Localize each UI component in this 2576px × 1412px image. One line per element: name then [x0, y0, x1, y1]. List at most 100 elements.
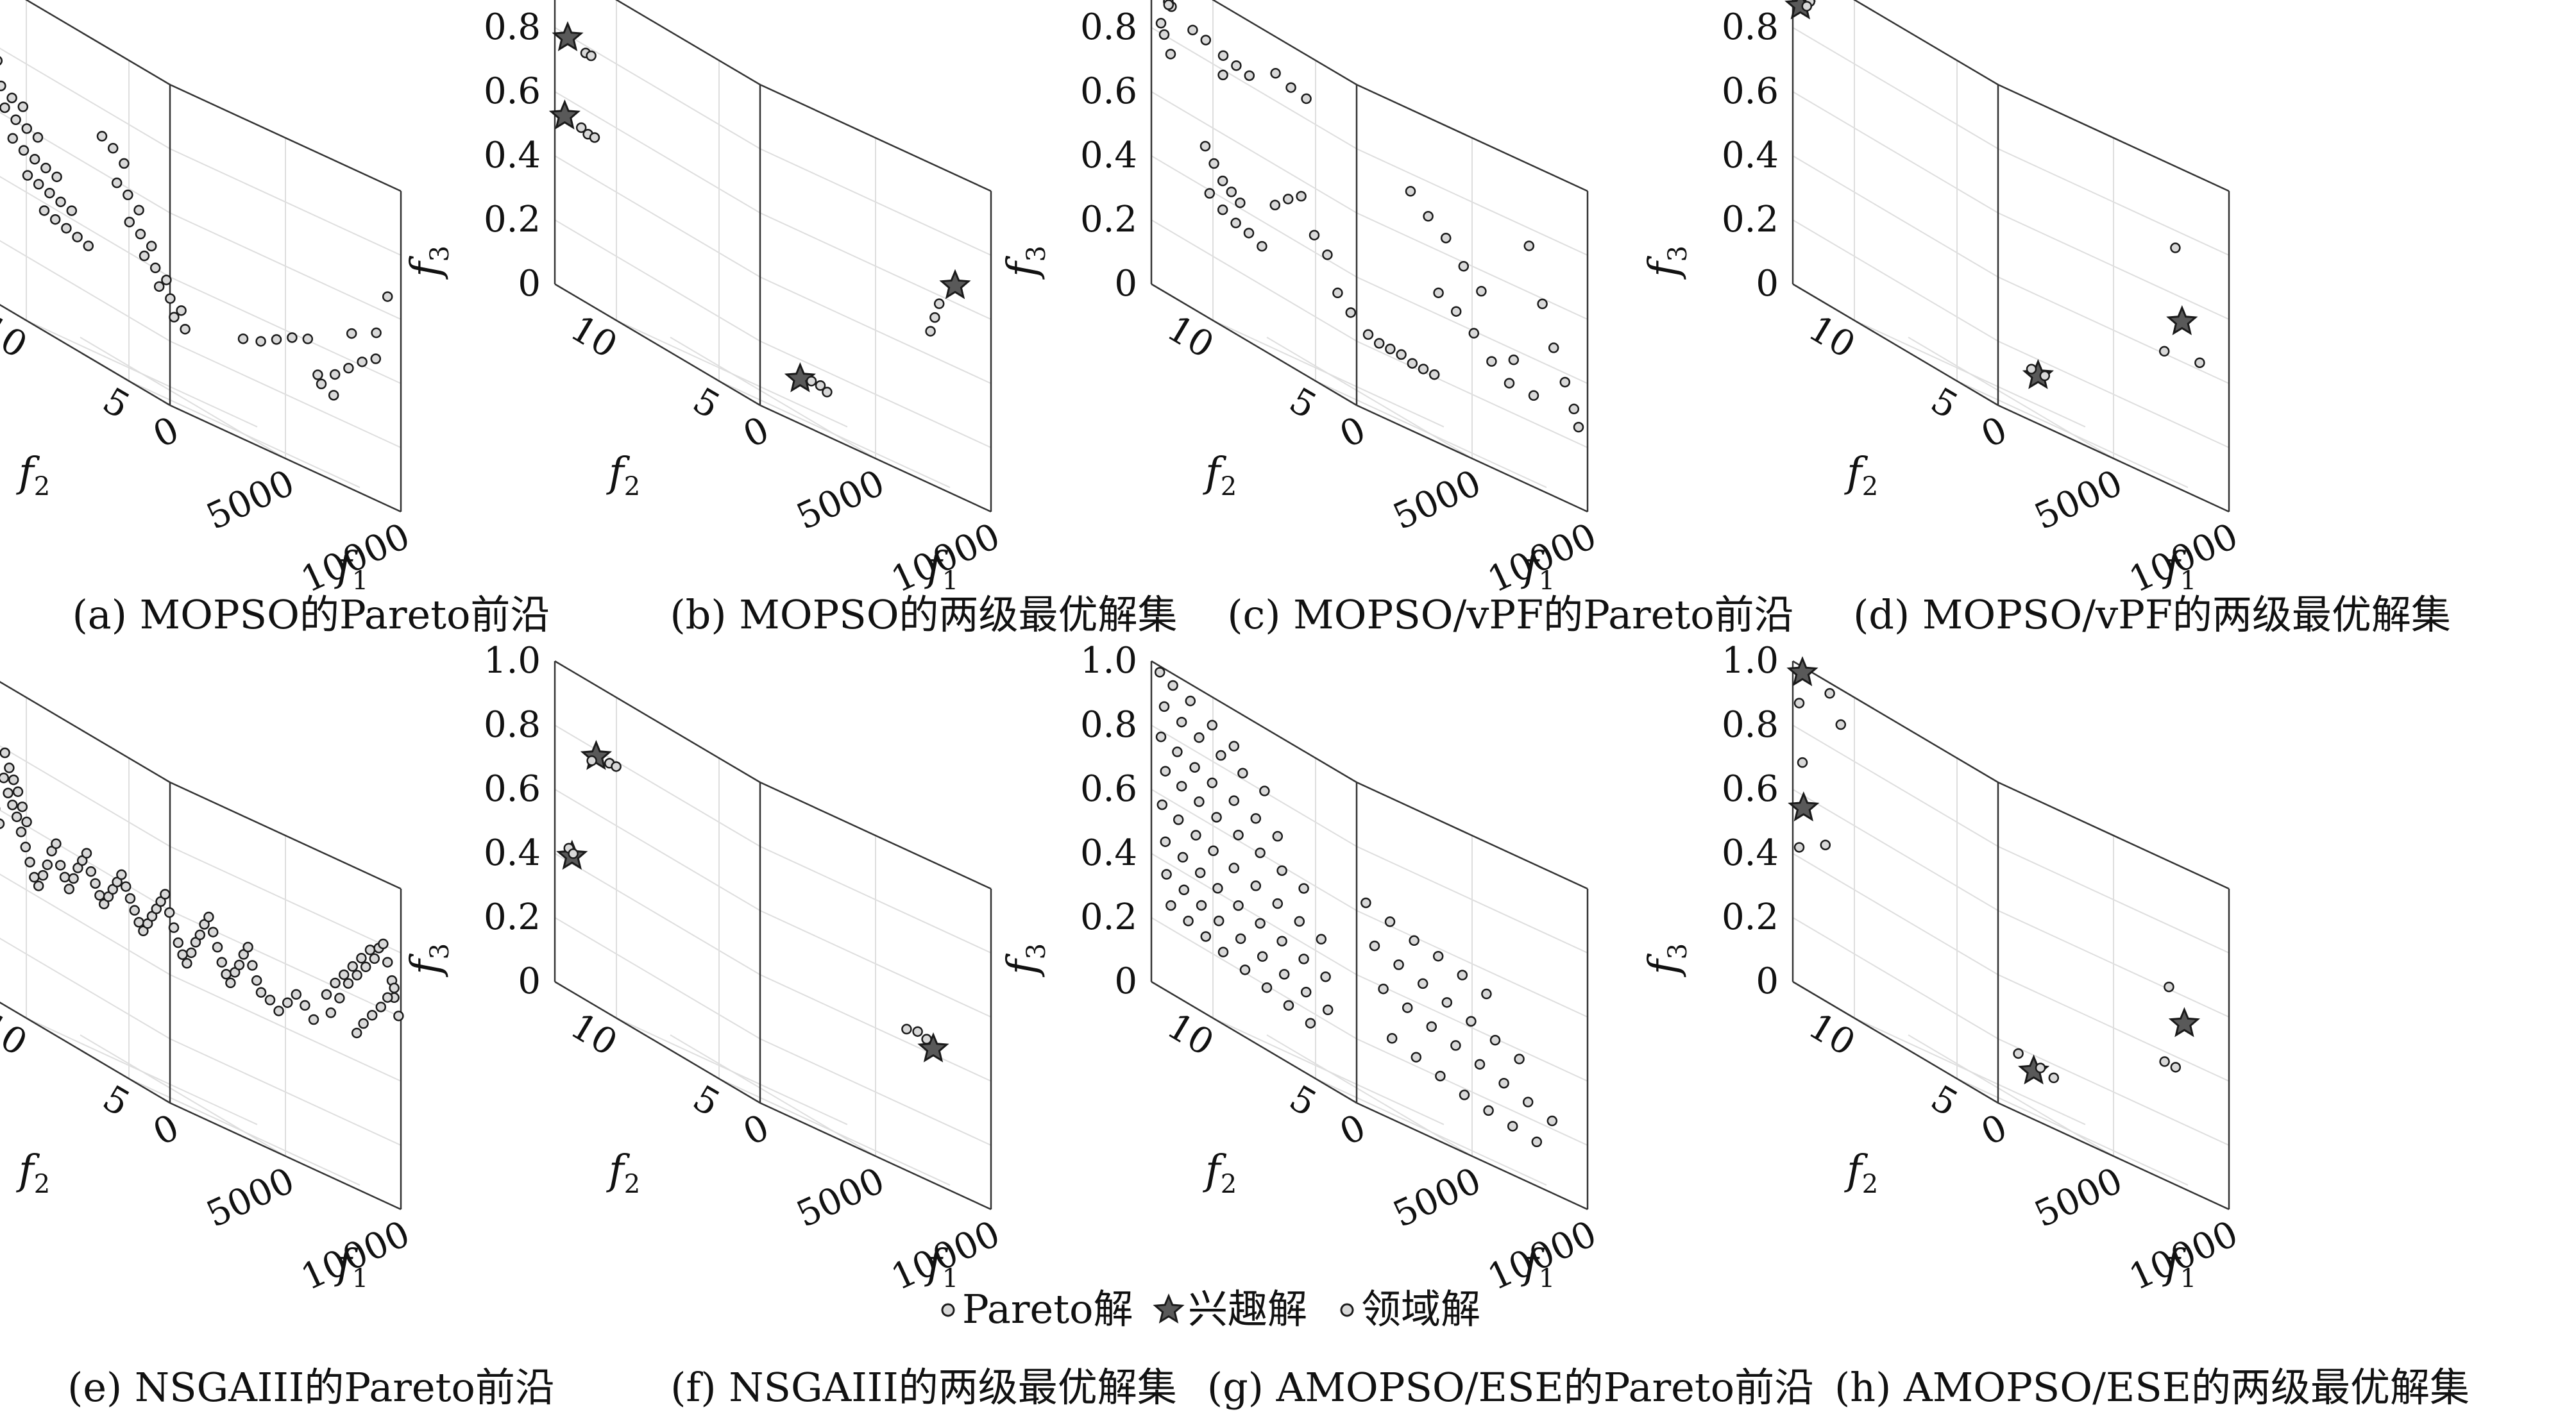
- pareto-point: [393, 1011, 404, 1021]
- pareto-point: [1194, 867, 1206, 878]
- f2-tick-label: 10: [1160, 1005, 1221, 1064]
- axis-line: [169, 83, 402, 192]
- f2-axis-sub: 2: [624, 472, 640, 501]
- axis-line: [615, 0, 761, 86]
- f1-axis-label: f1: [1521, 1241, 1555, 1293]
- pareto-point: [1250, 813, 1262, 824]
- legend-label-pareto: Pareto解: [962, 1286, 1133, 1332]
- axis-line: [0, 1002, 171, 1104]
- axis-line: [1997, 83, 2230, 192]
- pareto-point: [1432, 950, 1444, 962]
- pareto-point: [382, 291, 393, 302]
- pareto-point: [358, 1018, 369, 1029]
- axis-line: [1853, 0, 1999, 86]
- pareto-point: [96, 131, 108, 142]
- pareto-point: [1173, 814, 1184, 825]
- pareto-point: [7, 133, 19, 144]
- f1-axis-sub: 1: [942, 1264, 958, 1293]
- neighborhood-point: [2013, 1048, 2024, 1059]
- pareto-point: [356, 953, 367, 964]
- pareto-point: [1172, 746, 1183, 757]
- pareto-point: [321, 989, 332, 1000]
- pareto-point: [1457, 970, 1468, 980]
- pareto-point: [255, 336, 266, 347]
- pareto-point: [371, 327, 382, 339]
- pareto-point: [1217, 69, 1228, 81]
- pareto-point: [1191, 830, 1201, 841]
- pareto-point: [1196, 900, 1207, 911]
- gridline: [1151, 91, 1588, 320]
- neighborhood-point: [912, 1026, 923, 1037]
- pareto-point: [1498, 1077, 1509, 1089]
- f2-axis-label: f2: [606, 1147, 640, 1199]
- axis-line: [25, 0, 171, 86]
- f1-tick-label: 0: [147, 409, 185, 457]
- f1-axis-sub: 1: [2180, 1264, 2196, 1293]
- f2-axis-sub: 2: [624, 1170, 640, 1199]
- interest-point: [1786, 656, 1818, 687]
- pareto-point: [1185, 695, 1196, 707]
- neighborhood-point: [2039, 370, 2051, 382]
- pareto-point: [1177, 852, 1189, 863]
- pareto-point: [1450, 1040, 1461, 1051]
- pareto-point: [160, 889, 171, 900]
- pareto-point: [338, 969, 350, 980]
- pareto-point: [17, 801, 28, 812]
- gridline: [0, 809, 402, 1018]
- axis-line: [554, 660, 761, 784]
- pareto-point: [22, 170, 33, 181]
- f3-tick-label: 0.2: [484, 896, 541, 938]
- pareto-point: [111, 177, 123, 189]
- axis-line: [1356, 404, 1588, 513]
- pareto-point: [1305, 1018, 1316, 1029]
- pareto-point: [139, 250, 150, 262]
- pareto-point: [1316, 934, 1327, 945]
- pareto-point: [146, 240, 157, 252]
- f3-tick-label: 0.6: [1722, 768, 1779, 810]
- f2-tick-label: 5: [1924, 380, 1965, 427]
- neighborhood-point: [1835, 719, 1847, 730]
- axis-line: [1356, 83, 1588, 192]
- pareto-point: [1207, 719, 1218, 731]
- pareto-point: [59, 871, 71, 883]
- pareto-point: [194, 929, 206, 941]
- pareto-point: [255, 987, 267, 998]
- f1-axis-sub: 1: [1539, 1264, 1555, 1293]
- axis-line: [1792, 283, 1999, 407]
- pareto-point: [133, 205, 144, 215]
- f1-tick-label: 0: [737, 1107, 775, 1154]
- pareto-point: [17, 101, 29, 112]
- f2-axis-sub: 2: [1221, 1170, 1237, 1199]
- pareto-point: [225, 977, 236, 989]
- panel-caption: (d) MOPSO/vPF的两级最优解集: [1853, 591, 2451, 638]
- f3-tick-label: 0.8: [484, 6, 541, 48]
- f2-axis-sub: 2: [1221, 472, 1237, 501]
- f1-axis-label: f1: [924, 1241, 958, 1293]
- pareto-point: [1298, 954, 1309, 964]
- neighborhood-point: [2170, 1062, 2182, 1073]
- gridline: [554, 27, 992, 256]
- pareto-point: [1226, 187, 1237, 198]
- f1-tick-label: 5000: [2028, 462, 2129, 539]
- gridline: [1792, 660, 2230, 889]
- pareto-point: [343, 978, 354, 989]
- pareto-point: [1300, 986, 1312, 998]
- axis-line: [0, 304, 171, 407]
- pareto-point: [346, 328, 357, 339]
- pareto-point: [1458, 260, 1470, 272]
- pareto-point: [1298, 883, 1309, 894]
- pareto-point: [1276, 865, 1287, 876]
- pareto-point: [1243, 228, 1255, 239]
- neighborhood-point: [2159, 1056, 2170, 1067]
- f3-axis-label: f3: [1640, 246, 1693, 280]
- f3-tick-label: 1.0: [1080, 640, 1137, 682]
- pareto-point: [271, 334, 282, 345]
- pareto-point: [1546, 1115, 1558, 1127]
- pareto-point: [1369, 940, 1380, 952]
- pareto-point: [282, 997, 293, 1008]
- gridline: [670, 337, 876, 459]
- pareto-point: [351, 1027, 362, 1039]
- gridline: [128, 1078, 360, 1186]
